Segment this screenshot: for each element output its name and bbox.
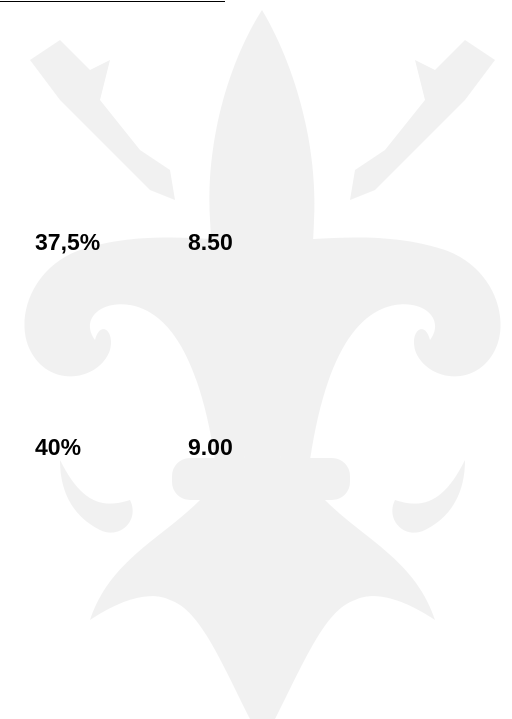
rate: 40% bbox=[35, 436, 81, 459]
value: 8.50 bbox=[188, 231, 233, 254]
page: {"table": {"rows": [["37,5%", "8.50"], [… bbox=[0, 0, 512, 719]
value: 9.00 bbox=[188, 436, 233, 459]
fleur-de-lis bbox=[24, 10, 500, 719]
watermark bbox=[0, 0, 512, 719]
rate: 37,5% bbox=[35, 231, 100, 254]
